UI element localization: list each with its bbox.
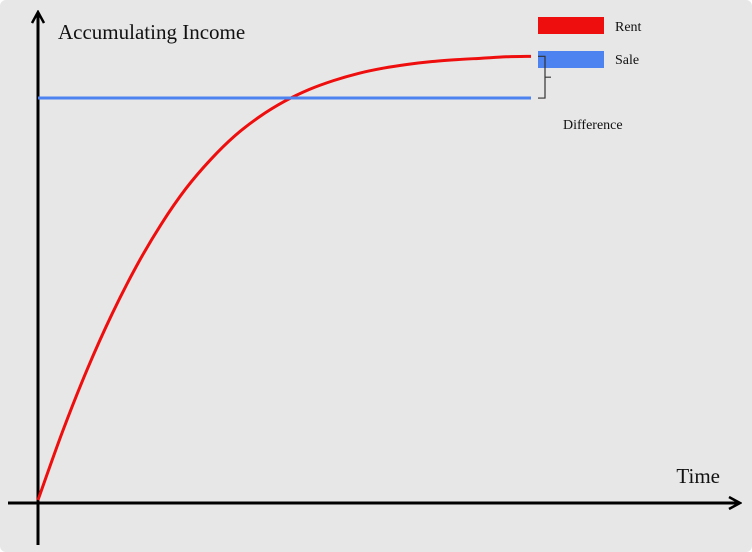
difference-annotation: Difference: [538, 55, 623, 133]
y-axis-label: Accumulating Income: [58, 20, 245, 44]
difference-bracket: [538, 55, 551, 99]
difference-label: Difference: [563, 118, 623, 133]
series-line-rent: [36, 54, 532, 501]
legend: Rent Sale: [538, 17, 642, 68]
legend-swatch-rent: [538, 17, 604, 34]
legend-label-rent: Rent: [615, 20, 642, 35]
x-axis-label: Time: [676, 464, 720, 488]
series-layer: [36, 54, 532, 501]
legend-swatch-sale: [538, 51, 604, 68]
legend-label-sale: Sale: [615, 53, 639, 68]
